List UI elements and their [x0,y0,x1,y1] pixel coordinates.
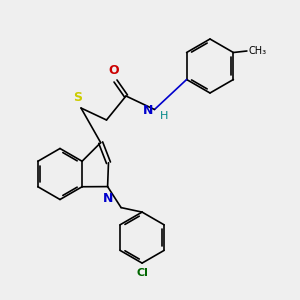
Text: N: N [142,103,153,117]
Text: CH₃: CH₃ [248,46,266,56]
Text: Cl: Cl [136,268,148,278]
Text: H: H [160,111,168,121]
Text: S: S [73,92,82,104]
Text: O: O [109,64,119,77]
Text: N: N [103,192,113,205]
